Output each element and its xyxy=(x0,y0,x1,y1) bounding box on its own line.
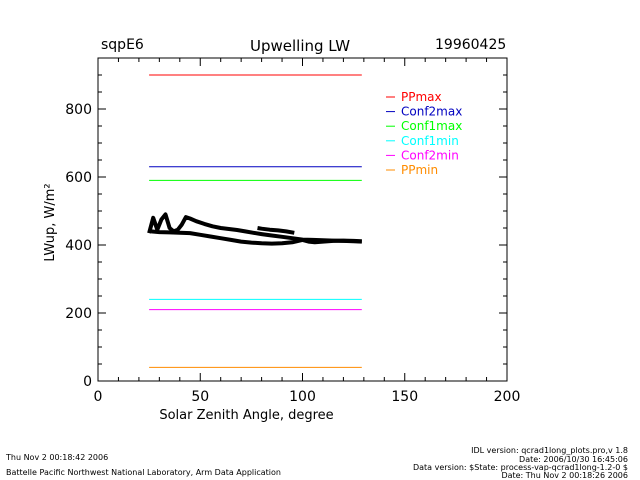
y-axis: 0 200 400 600 800 LWup, W/m² xyxy=(43,57,507,390)
x-tick-label: 150 xyxy=(391,389,418,405)
footer-timestamp: Thu Nov 2 00:18:42 2006 xyxy=(6,453,109,462)
legend-label: PPmax xyxy=(401,90,442,104)
footer-data-version: Data version: $State: process-vap-qcrad1… xyxy=(412,463,628,472)
x-tick-label: 50 xyxy=(191,389,209,405)
date-label: 19960425 xyxy=(435,37,507,53)
data-trace-7 xyxy=(151,229,362,246)
legend-label: Conf1min xyxy=(401,134,459,148)
footer-idl-version: IDL version: qcrad1long_plots.pro,v 1.8 xyxy=(471,446,628,455)
x-tick-label: 100 xyxy=(289,389,316,405)
footer-data-date: Date: Thu Nov 2 00:18:26 2006 xyxy=(501,471,628,480)
chart-title: Upwelling LW xyxy=(250,37,351,55)
data-trace-6 xyxy=(147,212,362,244)
legend-label: Conf2min xyxy=(401,148,459,162)
x-tick-label: 200 xyxy=(494,389,521,405)
legend: PPmaxConf2maxConf1maxConf1minConf2minPPm… xyxy=(386,90,462,177)
legend-label: Conf1max xyxy=(401,119,462,133)
y-tick-label: 400 xyxy=(65,238,92,254)
data-trace-8 xyxy=(257,226,295,235)
footer-lab: Battelle Pacific Northwest National Labo… xyxy=(6,468,281,477)
footer-idl-date: Date: 2006/10/30 16:45:06 xyxy=(519,455,628,464)
x-axis-label: Solar Zenith Angle, degree xyxy=(159,408,333,423)
y-tick-label: 800 xyxy=(65,102,92,118)
y-tick-label: 0 xyxy=(83,374,92,390)
y-tick-label: 600 xyxy=(65,170,92,186)
y-tick-label: 200 xyxy=(65,306,92,322)
series-layer xyxy=(147,74,362,368)
x-tick-label: 0 xyxy=(94,389,103,405)
y-axis-label: LWup, W/m² xyxy=(43,183,58,261)
legend-label: Conf2max xyxy=(401,105,462,119)
x-axis: 0 50 100 150 200 Solar Zenith Angle, degree xyxy=(94,58,521,423)
legend-label: PPmin xyxy=(401,163,438,177)
site-label: sqpE6 xyxy=(101,37,144,53)
